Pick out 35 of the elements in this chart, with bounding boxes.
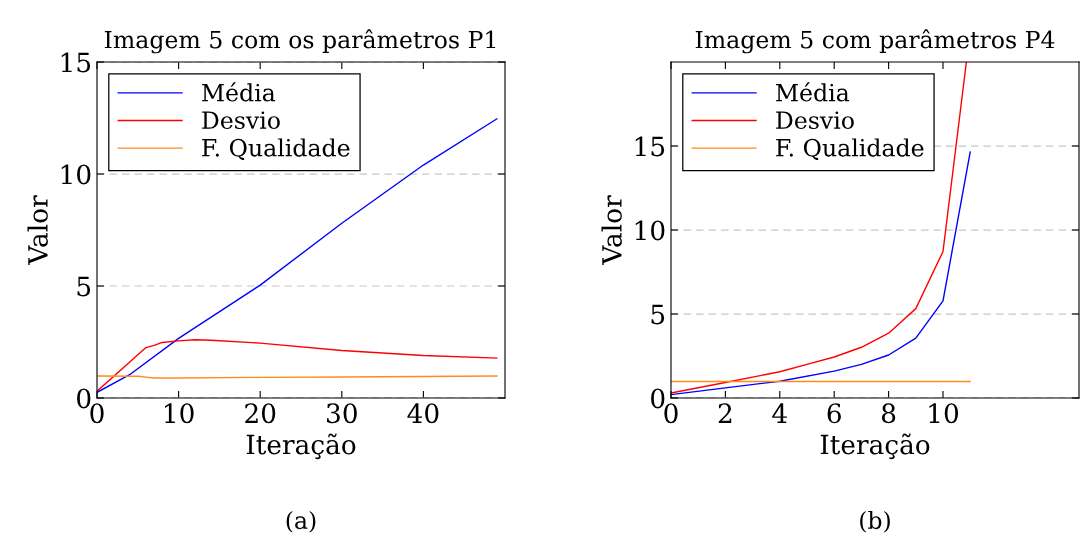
legend-label: F. Qualidade [776,138,924,161]
text: (a) [286,510,316,533]
x-tick-label: 10 [929,403,959,424]
y-tick-label: 0 [77,388,91,409]
y-tick-label: 5 [77,276,91,297]
legend-label: Desvio [776,111,854,130]
x-tick-label: 2 [718,403,732,423]
line-series [671,62,968,394]
line-series [97,339,498,392]
x-tick-label: 40 [407,403,439,424]
x-tick-label: 0 [90,403,104,424]
legend-label: Média [202,82,276,102]
x-tick-label: 6 [827,403,841,424]
y-tick-label: 5 [651,304,665,325]
x-axis-title: Iteração [246,433,356,460]
x-tick-label: 10 [165,403,194,424]
legend-label: Desvio [202,111,280,130]
y-tick-label: 10 [635,220,665,241]
y-tick-label: 15 [61,52,91,73]
y-tick-label: 15 [635,136,665,157]
y-axis-title: Valor [27,195,48,265]
y-axis-title: Valor [601,195,622,265]
x-tick-label: 4 [772,403,787,423]
chart-title: Imagem 5 com parâmetros P4 [695,29,1055,54]
y-tick-label: 10 [61,164,91,185]
x-tick-label: 8 [881,403,896,424]
chart-title: Imagem 5 com os parâmetros P1 [104,29,496,54]
x-tick-label: 0 [664,403,678,424]
x-axis-title: Iteração [820,433,930,460]
legend-label: Média [776,82,850,102]
text: (b) [860,510,890,533]
y-tick-label: 0 [651,388,665,409]
x-tick-label: 20 [245,403,276,424]
x-tick-label: 30 [327,403,357,424]
legend-label: F. Qualidade [202,138,350,161]
